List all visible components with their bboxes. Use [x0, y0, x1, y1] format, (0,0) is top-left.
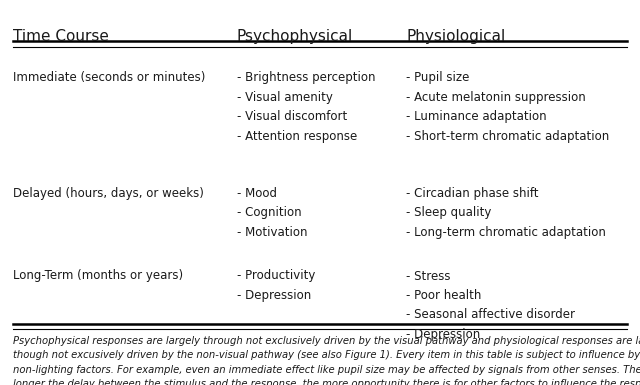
- Text: - Mood
- Cognition
- Motivation: - Mood - Cognition - Motivation: [237, 187, 307, 239]
- Text: - Productivity
- Depression: - Productivity - Depression: [237, 270, 315, 302]
- Text: - Stress
- Poor health
- Seasonal affective disorder
- Depression: - Stress - Poor health - Seasonal affect…: [406, 270, 575, 341]
- Text: Time Course: Time Course: [13, 29, 109, 44]
- Text: Psychophysical responses are largely through not exclusively driven by the visua: Psychophysical responses are largely thr…: [13, 336, 640, 385]
- Text: Delayed (hours, days, or weeks): Delayed (hours, days, or weeks): [13, 187, 204, 200]
- Text: - Brightness perception
- Visual amenity
- Visual discomfort
- Attention respons: - Brightness perception - Visual amenity…: [237, 71, 375, 143]
- Text: Long-Term (months or years): Long-Term (months or years): [13, 270, 183, 283]
- Text: Physiological: Physiological: [406, 29, 506, 44]
- Text: Psychophysical: Psychophysical: [237, 29, 353, 44]
- Text: - Circadian phase shift
- Sleep quality
- Long-term chromatic adaptation: - Circadian phase shift - Sleep quality …: [406, 187, 606, 239]
- Text: Immediate (seconds or minutes): Immediate (seconds or minutes): [13, 71, 205, 84]
- Text: - Pupil size
- Acute melatonin suppression
- Luminance adaptation
- Short-term c: - Pupil size - Acute melatonin suppressi…: [406, 71, 610, 143]
